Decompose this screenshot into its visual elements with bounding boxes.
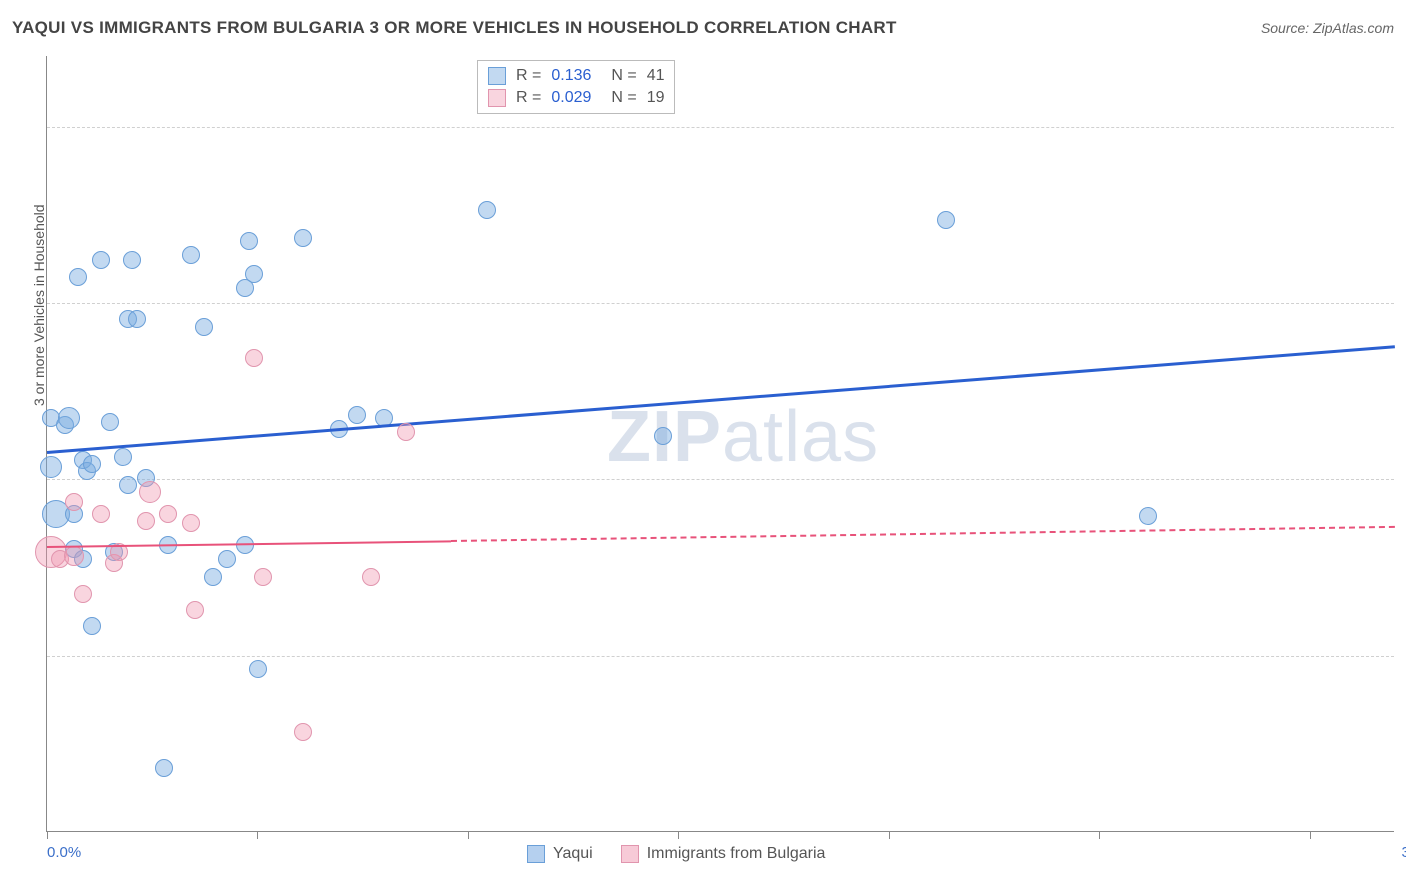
gridline <box>47 656 1394 657</box>
data-point <box>40 456 62 478</box>
gridline <box>47 303 1394 304</box>
legend-swatch <box>488 67 506 85</box>
data-point <box>348 406 366 424</box>
legend-label: Yaqui <box>553 845 593 863</box>
x-tick <box>1310 831 1311 839</box>
x-axis-max-label: 30.0% <box>1401 844 1406 861</box>
stats-box: R = 0.136 N = 41 R = 0.029 N = 19 <box>477 60 675 114</box>
bottom-legend: Yaqui Immigrants from Bulgaria <box>527 845 825 863</box>
data-point <box>92 251 110 269</box>
data-point <box>83 455 101 473</box>
data-point <box>218 550 236 568</box>
x-tick <box>1099 831 1100 839</box>
gridline <box>47 127 1394 128</box>
data-point <box>123 251 141 269</box>
plot-area: 3 or more Vehicles in Household ZIPatlas… <box>46 56 1394 832</box>
legend-swatch <box>527 845 545 863</box>
data-point <box>182 246 200 264</box>
x-tick <box>678 831 679 839</box>
x-tick <box>257 831 258 839</box>
legend-swatch <box>621 845 639 863</box>
data-point <box>58 407 80 429</box>
data-point <box>155 759 173 777</box>
data-point <box>254 568 272 586</box>
legend-label: Immigrants from Bulgaria <box>647 845 826 863</box>
data-point <box>294 229 312 247</box>
stats-r-value: 0.136 <box>551 67 601 85</box>
data-point <box>74 585 92 603</box>
data-point <box>65 493 83 511</box>
data-point <box>1139 507 1157 525</box>
data-point <box>195 318 213 336</box>
y-axis-title: 3 or more Vehicles in Household <box>31 204 47 406</box>
x-tick <box>468 831 469 839</box>
watermark-atlas: atlas <box>722 397 879 477</box>
data-point <box>204 568 222 586</box>
stats-r-label: R = <box>516 67 541 85</box>
data-point <box>64 546 84 566</box>
data-point <box>245 265 263 283</box>
legend-item: Yaqui <box>527 845 593 863</box>
source-label: Source: ZipAtlas.com <box>1261 20 1394 36</box>
stats-row: R = 0.029 N = 19 <box>488 87 664 109</box>
data-point <box>654 427 672 445</box>
stats-n-value: 41 <box>647 67 665 85</box>
data-point <box>114 448 132 466</box>
legend-swatch <box>488 89 506 107</box>
x-tick <box>889 831 890 839</box>
data-point <box>397 423 415 441</box>
data-point <box>240 232 258 250</box>
data-point <box>294 723 312 741</box>
data-point <box>245 349 263 367</box>
data-point <box>186 601 204 619</box>
stats-n-value: 19 <box>647 89 665 107</box>
data-point <box>362 568 380 586</box>
x-tick <box>47 831 48 839</box>
stats-n-label: N = <box>611 89 636 107</box>
legend-item: Immigrants from Bulgaria <box>621 845 826 863</box>
data-point <box>159 505 177 523</box>
chart-title: YAQUI VS IMMIGRANTS FROM BULGARIA 3 OR M… <box>12 18 897 38</box>
data-point <box>937 211 955 229</box>
data-point <box>119 476 137 494</box>
stats-r-value: 0.029 <box>551 89 601 107</box>
data-point <box>92 505 110 523</box>
data-point <box>182 514 200 532</box>
data-point <box>478 201 496 219</box>
stats-row: R = 0.136 N = 41 <box>488 65 664 87</box>
data-point <box>128 310 146 328</box>
data-point <box>137 512 155 530</box>
x-axis-min-label: 0.0% <box>47 844 81 861</box>
data-point <box>83 617 101 635</box>
data-point <box>139 481 161 503</box>
data-point <box>101 413 119 431</box>
stats-r-label: R = <box>516 89 541 107</box>
trend-line <box>451 526 1395 542</box>
gridline <box>47 479 1394 480</box>
data-point <box>249 660 267 678</box>
watermark: ZIPatlas <box>607 396 879 478</box>
data-point <box>69 268 87 286</box>
stats-n-label: N = <box>611 67 636 85</box>
header: YAQUI VS IMMIGRANTS FROM BULGARIA 3 OR M… <box>12 18 1394 38</box>
